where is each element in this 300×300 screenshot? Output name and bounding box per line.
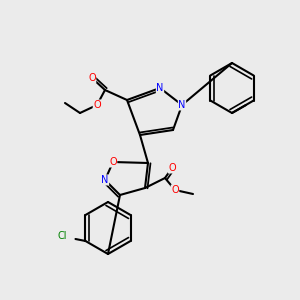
Text: N: N [156,83,164,93]
Text: O: O [171,185,179,195]
Text: N: N [178,100,186,110]
Text: O: O [93,100,101,110]
Text: O: O [88,73,96,83]
Text: O: O [109,157,117,167]
Text: Cl: Cl [58,231,68,241]
Text: N: N [101,175,109,185]
Text: O: O [168,163,176,173]
